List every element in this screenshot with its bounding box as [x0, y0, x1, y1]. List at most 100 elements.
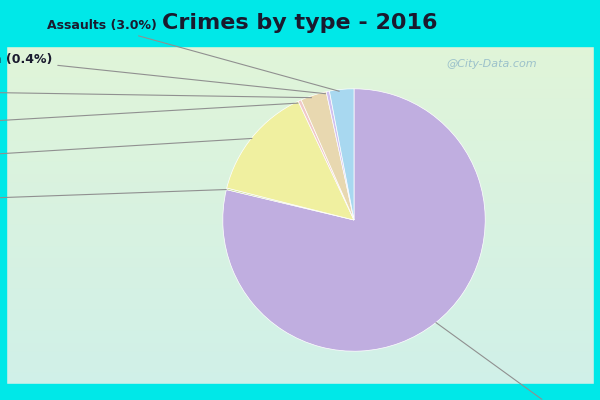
Bar	[6, 320, 594, 325]
Bar	[6, 193, 594, 198]
Bar	[6, 235, 594, 240]
Bar	[6, 45, 594, 50]
Bar	[6, 303, 594, 308]
Bar	[6, 121, 594, 126]
Bar	[6, 130, 594, 135]
Bar	[6, 54, 594, 59]
Bar	[6, 278, 594, 282]
Text: Thefts (78.8%): Thefts (78.8%)	[436, 322, 600, 400]
Bar	[6, 248, 594, 253]
Bar	[6, 58, 594, 63]
Bar	[6, 50, 594, 54]
Bar	[6, 223, 594, 228]
Bar	[0, 384, 600, 400]
Text: Auto thefts (3.2%): Auto thefts (3.2%)	[0, 85, 311, 98]
Bar	[6, 252, 594, 257]
Text: Rapes (0.4%): Rapes (0.4%)	[0, 103, 298, 132]
Bar	[6, 180, 594, 186]
Bar	[6, 70, 594, 76]
Wedge shape	[223, 89, 485, 351]
Bar	[6, 307, 594, 312]
Wedge shape	[301, 92, 354, 220]
Bar	[6, 282, 594, 287]
Bar	[6, 354, 594, 359]
Text: Arson (0.4%): Arson (0.4%)	[0, 54, 326, 94]
Wedge shape	[227, 101, 354, 220]
Bar	[6, 164, 594, 168]
Bar	[6, 273, 594, 278]
Bar	[6, 362, 594, 367]
Bar	[6, 337, 594, 342]
Bar	[0, 0, 600, 46]
Bar	[6, 197, 594, 202]
Bar	[6, 358, 594, 363]
Bar	[6, 100, 594, 105]
Text: Assaults (3.0%): Assaults (3.0%)	[47, 19, 339, 91]
Bar	[6, 104, 594, 109]
Bar	[6, 138, 594, 143]
Bar	[6, 316, 594, 321]
Bar	[6, 62, 594, 67]
Bar	[6, 159, 594, 164]
Bar	[6, 206, 594, 211]
Bar	[6, 96, 594, 101]
Bar	[6, 79, 594, 84]
Bar	[6, 218, 594, 224]
Bar	[6, 189, 594, 194]
Wedge shape	[226, 188, 354, 220]
Bar	[6, 345, 594, 350]
Bar	[594, 0, 600, 400]
Text: @City-Data.com: @City-Data.com	[446, 59, 538, 69]
Bar	[6, 370, 594, 376]
Bar	[6, 83, 594, 88]
Bar	[6, 265, 594, 270]
Wedge shape	[326, 91, 354, 220]
Bar	[6, 379, 594, 384]
Bar	[6, 366, 594, 371]
Bar	[6, 113, 594, 118]
Bar	[6, 172, 594, 177]
Bar	[6, 261, 594, 266]
Bar	[0, 0, 6, 400]
Bar	[6, 210, 594, 215]
Bar	[6, 66, 594, 71]
Bar	[6, 142, 594, 148]
Bar	[6, 290, 594, 295]
Bar	[6, 311, 594, 316]
Bar	[6, 328, 594, 333]
Text: Crimes by type - 2016: Crimes by type - 2016	[162, 13, 438, 33]
Bar	[6, 168, 594, 173]
Bar	[6, 92, 594, 97]
Bar	[6, 375, 594, 380]
Bar	[6, 214, 594, 219]
Wedge shape	[298, 100, 354, 220]
Bar	[6, 244, 594, 249]
Bar	[6, 350, 594, 354]
Bar	[6, 88, 594, 92]
Bar	[6, 155, 594, 160]
Wedge shape	[329, 89, 354, 220]
Bar	[6, 240, 594, 244]
Bar	[6, 185, 594, 190]
Bar	[6, 341, 594, 346]
Text: Robberies (0.2%): Robberies (0.2%)	[0, 190, 226, 207]
Bar	[6, 332, 594, 338]
Bar	[6, 134, 594, 139]
Bar	[6, 202, 594, 206]
Text: Burglaries (14.1%): Burglaries (14.1%)	[0, 138, 252, 168]
Bar	[6, 151, 594, 156]
Bar	[6, 75, 594, 80]
Bar	[6, 231, 594, 236]
Bar	[6, 286, 594, 291]
Bar	[6, 176, 594, 181]
Bar	[6, 294, 594, 300]
Bar	[6, 269, 594, 274]
Bar	[6, 299, 594, 304]
Bar	[6, 108, 594, 114]
Bar	[6, 256, 594, 262]
Bar	[6, 146, 594, 152]
Bar	[6, 324, 594, 329]
Bar	[6, 126, 594, 130]
Bar	[6, 227, 594, 232]
Bar	[6, 117, 594, 122]
